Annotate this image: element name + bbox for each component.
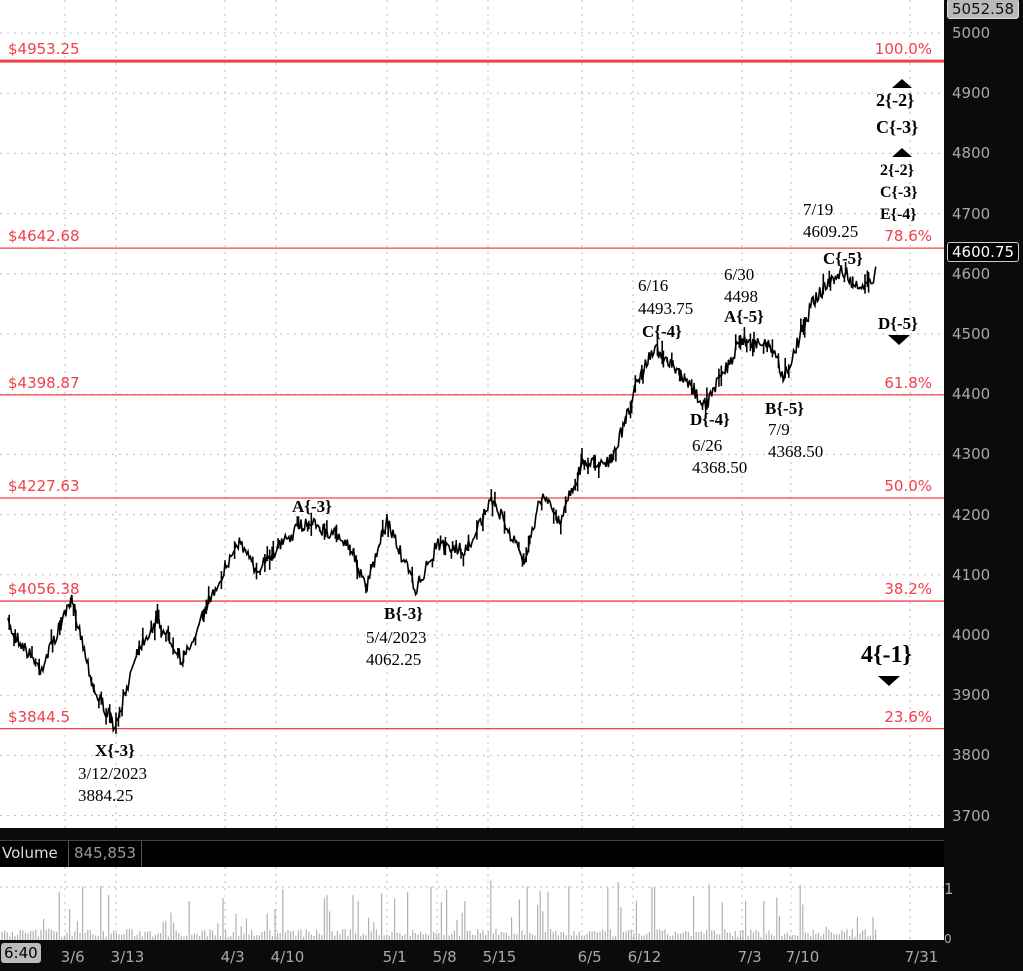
date-label-b3: 5/4/2023 xyxy=(366,628,427,647)
wave-label-4: 4{-1} xyxy=(861,642,912,668)
date-label-c5: 7/19 xyxy=(803,200,834,219)
triangle-up-icon xyxy=(892,148,912,157)
price-tick: 3900 xyxy=(952,686,991,705)
price-tick: 3800 xyxy=(952,746,991,765)
wave-label-d4: D{-4} xyxy=(690,410,730,429)
target-label-1b: C{-3} xyxy=(876,117,919,137)
price-label-x3: 3884.25 xyxy=(78,786,134,805)
volume-value: 845,853 xyxy=(68,841,143,870)
price-plot xyxy=(0,0,944,828)
target-label-2b: C{-3} xyxy=(880,184,918,201)
price-tick: 4900 xyxy=(952,84,991,103)
fib-pct-label: 23.6% xyxy=(884,707,932,726)
date-tick: 7/3 xyxy=(737,948,762,966)
price-tick: 4500 xyxy=(952,325,991,343)
time-badge: 6:40 xyxy=(1,943,41,963)
fib-price-label: $4227.63 xyxy=(8,476,80,495)
wave-label-c5: C{-5} xyxy=(823,249,863,268)
date-tick: 5/1 xyxy=(382,948,407,966)
price-label-c5: 4609.25 xyxy=(803,222,859,241)
fib-price-label: $4056.38 xyxy=(8,580,80,599)
target-label-1a: 2{-2} xyxy=(876,90,915,110)
price-label-b5: 4368.50 xyxy=(768,442,824,461)
wave-label-a5: A{-5} xyxy=(724,307,764,326)
price-tick: 4600 xyxy=(952,264,991,283)
wave-label-c4: C{-4} xyxy=(642,322,682,341)
volume-panel xyxy=(0,867,944,940)
last-price-badge: 4600.75 xyxy=(947,242,1020,262)
wave-label-b5: B{-5} xyxy=(765,399,804,418)
date-tick: 3/13 xyxy=(110,948,145,966)
price-label-b3: 4062.25 xyxy=(366,650,422,669)
price-tick: 4300 xyxy=(952,445,991,464)
fib-pct-label: 100.0% xyxy=(874,40,932,59)
price-tick: 3700 xyxy=(952,806,991,825)
price-tick: 4700 xyxy=(952,204,991,223)
date-tick: 4/10 xyxy=(270,948,305,966)
volume-tick-0: 0 xyxy=(944,932,952,946)
date-label-a5: 6/30 xyxy=(724,265,755,284)
fib-pct-label: 78.6% xyxy=(884,227,932,246)
volume-tick-1: 1 xyxy=(944,880,954,898)
date-tick: 5/15 xyxy=(482,948,517,966)
price-tick: 5000 xyxy=(952,24,991,42)
fib-price-label: $4953.25 xyxy=(8,40,80,59)
price-label-d4: 4368.50 xyxy=(692,458,748,477)
fib-price-label: $4398.87 xyxy=(8,373,80,392)
fib-pct-label: 61.8% xyxy=(884,373,932,392)
price-label-a5: 4498 xyxy=(724,287,758,306)
triangle-down-icon xyxy=(888,335,910,345)
wave-label-b3: B{-3} xyxy=(384,604,423,623)
price-tick: 4800 xyxy=(952,144,991,163)
target-label-2a: 2{-2} xyxy=(880,162,914,179)
date-label-b5: 7/9 xyxy=(768,420,790,439)
price-tick: 4400 xyxy=(952,385,991,404)
date-axis: 6:40 3/6 3/13 4/3 4/10 5/1 5/8 5/15 6/5 6/12 7/3 7… xyxy=(0,940,944,971)
price-tick: 4200 xyxy=(952,505,991,524)
fib-pct-label: 38.2% xyxy=(884,580,932,599)
price-chart[interactable]: $4953.25 100.0% $4642.68 78.6% $4398.87 61.8%… xyxy=(0,0,944,828)
date-tick: 7/10 xyxy=(785,948,820,966)
date-tick: 3/6 xyxy=(60,948,85,966)
volume-title: Volume xyxy=(2,844,58,862)
fib-pct-label: 50.0% xyxy=(884,476,932,495)
price-tick: 4000 xyxy=(952,626,991,644)
date-tick: 6/12 xyxy=(627,948,662,966)
price-label-c4: 4493.75 xyxy=(638,299,694,318)
wave-label-d5: D{-5} xyxy=(878,314,918,333)
wave-label-x3: X{-3} xyxy=(95,741,135,760)
volume-header: Volume 845,853 xyxy=(0,840,944,870)
price-series xyxy=(7,262,877,734)
volume-plot xyxy=(0,867,944,940)
date-tick: 5/8 xyxy=(432,948,457,966)
target-label-2c: E{-4} xyxy=(880,206,917,223)
triangle-down-icon xyxy=(878,676,900,686)
date-label-c4: 6/16 xyxy=(638,276,669,295)
price-tick: 4100 xyxy=(952,565,991,584)
wave-label-a3: A{-3} xyxy=(292,497,332,516)
fib-price-label: $3844.5 xyxy=(8,707,71,726)
price-axis[interactable]: 5000 4900 4800 4700 4600 4500 4400 4300 4200 4100… xyxy=(944,0,1023,971)
top-price-badge: 5052.58 xyxy=(947,0,1020,19)
date-tick: 6/5 xyxy=(577,948,602,966)
fib-price-label: $4642.68 xyxy=(8,227,80,246)
date-label-d4: 6/26 xyxy=(692,436,723,455)
date-label-x3: 3/12/2023 xyxy=(78,764,147,783)
date-tick: 7/31 xyxy=(904,948,939,966)
triangle-up-icon xyxy=(892,79,912,88)
date-tick: 4/3 xyxy=(220,948,245,966)
